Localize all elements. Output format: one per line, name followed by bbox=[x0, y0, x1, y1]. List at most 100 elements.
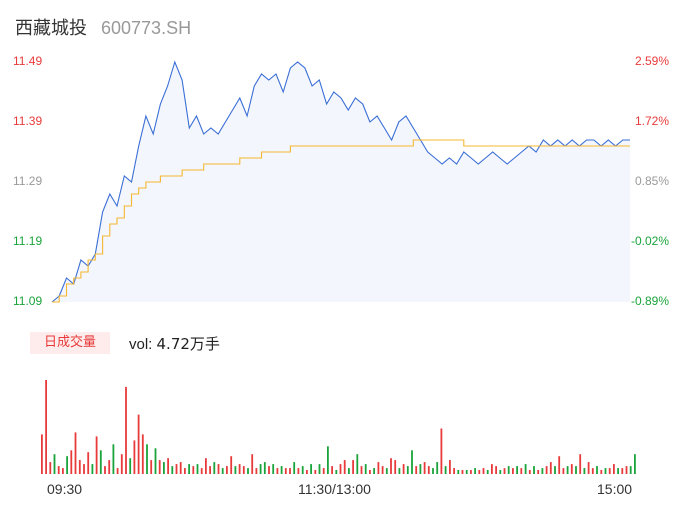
header: 西藏城投 600773.SH bbox=[15, 14, 192, 39]
volume-bar bbox=[570, 464, 573, 474]
pct-tick-1: 2.59% bbox=[634, 54, 669, 68]
volume-bar bbox=[293, 462, 296, 474]
volume-bar bbox=[562, 468, 565, 474]
volume-readout: vol: 4.72万手 bbox=[129, 333, 220, 354]
average-line bbox=[52, 139, 630, 303]
volume-bar bbox=[322, 468, 325, 474]
volume-bar bbox=[158, 460, 161, 474]
volume-bar bbox=[251, 454, 254, 474]
price-tick-3: 11.29 bbox=[13, 174, 43, 188]
volume-bar bbox=[478, 470, 481, 474]
volume-bar bbox=[247, 468, 249, 474]
volume-bar bbox=[449, 460, 451, 474]
volume-bar bbox=[66, 456, 68, 474]
price-tick-1: 11.49 bbox=[13, 54, 43, 68]
volume-bar bbox=[486, 470, 489, 474]
volume-bar bbox=[95, 436, 98, 474]
volume-bar bbox=[373, 468, 375, 474]
volume-bar bbox=[74, 432, 77, 474]
volume-bar bbox=[196, 464, 199, 474]
volume-bar bbox=[141, 434, 144, 474]
volume-bar bbox=[604, 468, 607, 474]
volume-bar bbox=[369, 470, 371, 474]
volume-bar bbox=[491, 464, 493, 474]
volume-bar bbox=[545, 466, 548, 474]
volume-bar bbox=[83, 464, 85, 474]
volume-bar bbox=[507, 466, 510, 474]
volume-bar bbox=[411, 450, 413, 474]
volume-bar bbox=[356, 454, 359, 474]
volume-bar bbox=[343, 460, 346, 474]
volume-bar bbox=[524, 464, 527, 474]
volume-bar bbox=[331, 466, 333, 474]
volume-bar bbox=[167, 458, 169, 474]
volume-bar bbox=[377, 462, 380, 474]
price-chart bbox=[51, 60, 630, 303]
volume-bar bbox=[306, 470, 308, 474]
volume-bar bbox=[146, 444, 148, 474]
volume-bar bbox=[398, 468, 401, 474]
volume-bar bbox=[566, 466, 569, 474]
volume-tag[interactable]: 日成交量 bbox=[30, 332, 110, 354]
volume-bar bbox=[406, 466, 409, 474]
volume-bar bbox=[600, 470, 603, 474]
volume-bar bbox=[221, 468, 224, 474]
volume-bar bbox=[444, 466, 447, 474]
volume-bar bbox=[175, 464, 178, 474]
stock-code: 600773.SH bbox=[101, 18, 192, 38]
volume-bar bbox=[385, 468, 388, 474]
volume-bar bbox=[579, 454, 582, 474]
volume-bar bbox=[503, 468, 506, 474]
volume-label: vol: bbox=[129, 336, 153, 353]
volume-bar bbox=[209, 466, 211, 474]
volume-bar bbox=[301, 466, 304, 474]
volume-bar bbox=[402, 464, 405, 474]
volume-bar bbox=[554, 466, 556, 474]
volume-bar bbox=[125, 386, 127, 474]
volume-bar bbox=[516, 466, 518, 474]
volume-bar bbox=[558, 456, 561, 474]
volume-bar bbox=[629, 466, 632, 474]
volume-bar bbox=[465, 470, 468, 474]
volume-bar bbox=[520, 468, 523, 474]
volume-bar bbox=[528, 470, 531, 474]
volume-bar bbox=[482, 468, 485, 474]
volume-bar bbox=[297, 468, 300, 474]
volume-bar bbox=[120, 454, 123, 474]
volume-bar bbox=[617, 468, 619, 474]
volume-bar bbox=[348, 468, 350, 474]
volume-bar bbox=[621, 468, 624, 474]
volume-bar bbox=[213, 462, 216, 474]
volume-bar bbox=[57, 466, 60, 474]
volume-bar bbox=[179, 462, 182, 474]
volume-bar bbox=[259, 464, 262, 474]
volume-bar bbox=[335, 470, 338, 474]
volume-bar bbox=[276, 468, 279, 474]
volume-bar bbox=[289, 468, 291, 474]
volume-bar bbox=[272, 464, 275, 474]
price-tick-4: 11.19 bbox=[13, 234, 43, 248]
volume-bar bbox=[470, 470, 472, 474]
volume-bar bbox=[230, 456, 233, 474]
volume-bar bbox=[99, 450, 102, 474]
volume-bar bbox=[53, 454, 56, 474]
volume-bar bbox=[310, 464, 312, 474]
volume-bar bbox=[390, 458, 392, 474]
volume-bar bbox=[352, 460, 354, 474]
volume-bar bbox=[541, 468, 544, 474]
pct-tick-4: -0.02% bbox=[630, 234, 669, 248]
volume-bar bbox=[184, 468, 186, 474]
volume-bar bbox=[432, 468, 434, 474]
volume-bar bbox=[171, 466, 174, 474]
volume-bar bbox=[268, 466, 270, 474]
volume-bar bbox=[394, 460, 397, 474]
volume-bar bbox=[263, 462, 266, 474]
volume-bar bbox=[91, 464, 94, 474]
volume-bar bbox=[495, 466, 497, 474]
volume-bar bbox=[360, 466, 363, 474]
volume-bar bbox=[234, 466, 237, 474]
volume-bar bbox=[419, 464, 422, 474]
price-tick-5: 11.09 bbox=[13, 294, 43, 308]
volume-bar bbox=[137, 414, 140, 474]
volume-bar bbox=[238, 464, 241, 474]
